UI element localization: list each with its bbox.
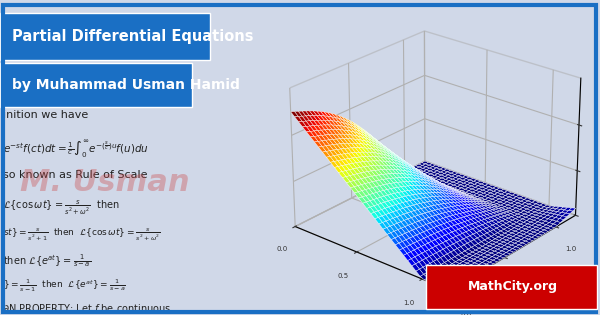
Text: $e^{-st} f(ct)dt = \frac{1}{c}\int_0^{\infty} e^{-(\frac{s}{c})u} f(u)du$: $e^{-st} f(ct)dt = \frac{1}{c}\int_0^{\i… [3, 139, 149, 160]
Text: Partial Differential Equations: Partial Differential Equations [12, 29, 254, 44]
Text: then $\mathcal{L}\{e^{at}\} = \frac{1}{s-a}$: then $\mathcal{L}\{e^{at}\} = \frac{1}{s… [3, 252, 91, 269]
Text: If $f(s)$ is the...: If $f(s)$ is the... [6, 88, 72, 101]
Text: $\} = \frac{1}{s-1}$  then  $\mathcal{L}\{e^{at}\} = \frac{1}{s-a}$: $\} = \frac{1}{s-1}$ then $\mathcal{L}\{… [3, 277, 126, 294]
Text: $\mathcal{L}\{e^{at}f(t)\}$ shifting theorem: $\mathcal{L}\{e^{at}f(t)\}$ shifting the… [6, 41, 128, 55]
Text: $\ln 3t$   $f(s) = \mathcal{L}^{-1}\{f(s-a)\}$: $\ln 3t$ $f(s) = \mathcal{L}^{-1}\{f(s-a… [3, 63, 109, 77]
Text: $f(s)$ = $\mathcal{L}^{-1}\{f(s-a)\}$: $f(s)$ = $\mathcal{L}^{-1}\{f(s-a)\}$ [6, 16, 101, 32]
Text: MathCity.org: MathCity.org [467, 280, 557, 293]
Text: $\mathcal{L}\{\cos\omega t\} = \frac{s}{s^2+\omega^2}$  then: $\mathcal{L}\{\cos\omega t\} = \frac{s}{… [3, 198, 120, 216]
Text: so known as Rule of Scale: so known as Rule of Scale [3, 170, 148, 180]
Text: M. Usman: M. Usman [20, 168, 190, 197]
Text: inition we have: inition we have [3, 110, 88, 120]
FancyBboxPatch shape [0, 63, 192, 107]
Text: $st\} = \frac{s}{s^2+1}$  then  $\mathcal{L}\{\cos\omega t\} = \frac{s}{s^2+\ome: $st\} = \frac{s}{s^2+1}$ then $\mathcal{… [3, 227, 161, 243]
Text: by Muhammad Usman Hamid: by Muhammad Usman Hamid [12, 78, 240, 92]
FancyBboxPatch shape [0, 13, 210, 60]
Text: $\partial$N PROPERTY: Let $f$ be continuous...: $\partial$N PROPERTY: Let $f$ be continu… [3, 302, 180, 314]
FancyBboxPatch shape [426, 265, 597, 309]
